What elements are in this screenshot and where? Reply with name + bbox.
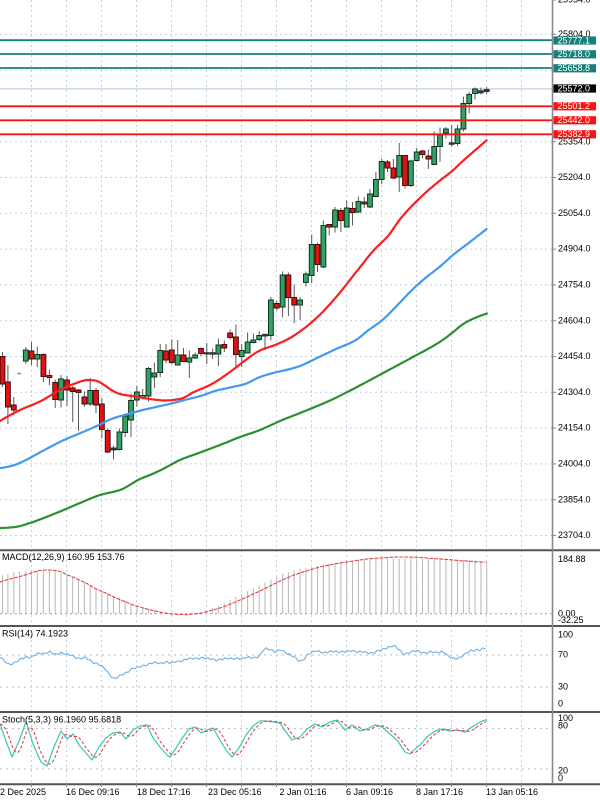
svg-text:Stoch(5,3,3) 96.1960 95.6818: Stoch(5,3,3) 96.1960 95.6818 xyxy=(2,715,121,725)
svg-text:13 Jan 05:16: 13 Jan 05:16 xyxy=(486,787,538,797)
svg-text:20: 20 xyxy=(558,765,568,775)
svg-text:0.00: 0.00 xyxy=(558,609,576,619)
svg-text:25204.0: 25204.0 xyxy=(558,172,591,182)
svg-text:70: 70 xyxy=(558,650,568,660)
svg-text:6 Jan 09:16: 6 Jan 09:16 xyxy=(346,787,393,797)
svg-text:RSI(14) 74.1923: RSI(14) 74.1923 xyxy=(2,629,68,639)
svg-text:MACD(12,26,9) 160.95 153.76: MACD(12,26,9) 160.95 153.76 xyxy=(2,552,125,562)
svg-text:25354.0: 25354.0 xyxy=(558,136,591,146)
svg-text:25572.0: 25572.0 xyxy=(558,83,591,93)
svg-text:24604.0: 24604.0 xyxy=(558,315,591,325)
svg-text:24154.0: 24154.0 xyxy=(558,423,591,433)
svg-text:25442.0: 25442.0 xyxy=(558,115,591,125)
svg-text:25054.0: 25054.0 xyxy=(558,208,591,218)
svg-text:25501.2: 25501.2 xyxy=(558,101,591,111)
svg-text:25382.9: 25382.9 xyxy=(558,129,591,139)
svg-text:25954.0: 25954.0 xyxy=(558,0,591,5)
svg-text:23 Dec 05:16: 23 Dec 05:16 xyxy=(208,787,262,797)
svg-text:24904.0: 24904.0 xyxy=(558,244,591,254)
svg-text:23704.0: 23704.0 xyxy=(558,530,591,540)
svg-text:24754.0: 24754.0 xyxy=(558,280,591,290)
svg-text:184.88: 184.88 xyxy=(558,554,586,564)
svg-text:8 Jan 17:16: 8 Jan 17:16 xyxy=(416,787,463,797)
svg-text:100: 100 xyxy=(558,713,573,723)
svg-text:24454.0: 24454.0 xyxy=(558,351,591,361)
svg-text:30: 30 xyxy=(558,682,568,692)
svg-text:80: 80 xyxy=(558,721,568,731)
svg-text:0: 0 xyxy=(558,773,563,783)
svg-text:100: 100 xyxy=(558,629,573,639)
svg-text:-32.25: -32.25 xyxy=(558,615,584,625)
svg-text:25718.0: 25718.0 xyxy=(558,49,591,59)
svg-text:24004.0: 24004.0 xyxy=(558,459,591,469)
svg-text:2 Dec 2025: 2 Dec 2025 xyxy=(0,787,46,797)
svg-text:23854.0: 23854.0 xyxy=(558,494,591,504)
svg-text:2 Jan 01:16: 2 Jan 01:16 xyxy=(280,787,327,797)
svg-text:24304.0: 24304.0 xyxy=(558,387,591,397)
svg-text:25804.0: 25804.0 xyxy=(558,29,591,39)
svg-text:18 Dec 17:16: 18 Dec 17:16 xyxy=(137,787,191,797)
svg-text:25658.8: 25658.8 xyxy=(558,63,591,73)
svg-text:0: 0 xyxy=(558,698,563,708)
svg-text:25777.1: 25777.1 xyxy=(558,35,591,45)
svg-text:16 Dec 09:16: 16 Dec 09:16 xyxy=(66,787,120,797)
